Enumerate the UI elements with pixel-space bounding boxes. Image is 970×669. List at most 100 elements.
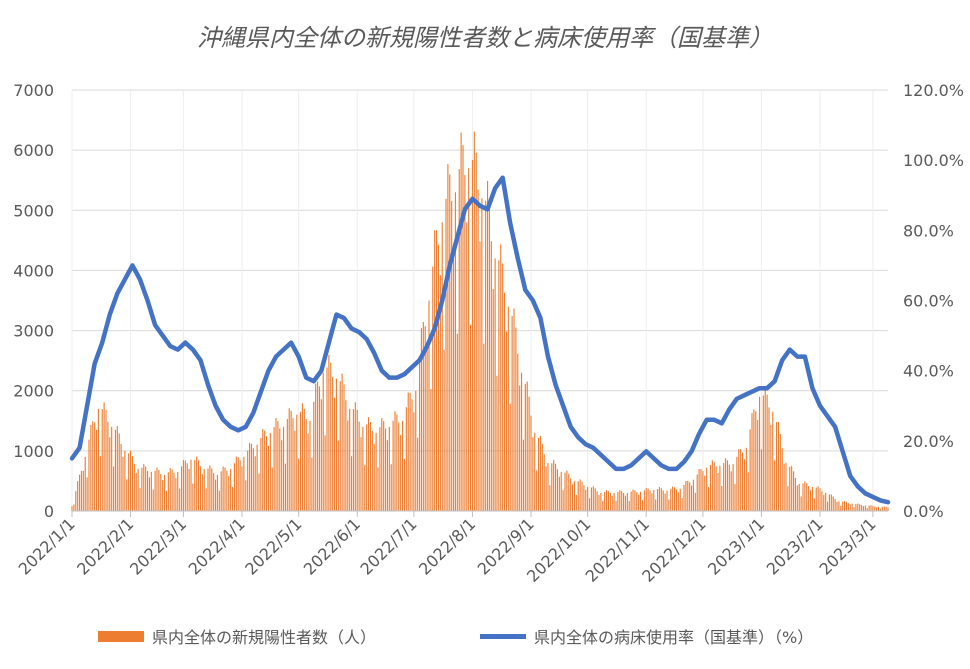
bar — [707, 487, 710, 511]
bar — [775, 422, 778, 511]
bar — [422, 321, 424, 511]
bar — [184, 460, 186, 511]
bar — [282, 426, 285, 511]
bar — [298, 458, 300, 511]
bar — [224, 467, 226, 511]
bar — [80, 470, 83, 511]
bar — [179, 488, 181, 511]
bar — [358, 421, 360, 511]
bar — [862, 506, 865, 511]
bar — [94, 422, 96, 511]
x-tick-label: 2023/2/1 — [763, 514, 827, 578]
bar — [662, 490, 664, 511]
bar — [611, 495, 613, 511]
bar — [345, 400, 347, 511]
bar — [851, 503, 853, 511]
bar — [515, 327, 517, 511]
bar — [235, 456, 237, 511]
bar — [730, 471, 732, 511]
bar — [868, 505, 870, 511]
bar — [887, 507, 889, 511]
bar — [723, 463, 725, 511]
bar — [418, 357, 421, 511]
bar — [301, 403, 304, 511]
bar — [207, 468, 209, 511]
bar — [645, 487, 647, 511]
bar — [553, 460, 555, 511]
bar — [685, 480, 687, 511]
bar — [92, 421, 94, 511]
bar — [318, 386, 321, 511]
bar — [71, 506, 73, 511]
bar — [677, 492, 679, 511]
bar — [196, 456, 198, 511]
bar — [672, 486, 674, 511]
bar — [209, 465, 211, 511]
bar — [152, 489, 154, 511]
x-tick-label: 2023/1/1 — [704, 514, 768, 578]
bar — [466, 222, 468, 511]
bar — [808, 486, 810, 511]
bar — [243, 456, 245, 511]
bar — [526, 381, 528, 511]
bar — [503, 292, 506, 511]
y-right-tick-label: 120.0% — [903, 81, 964, 100]
bar — [420, 328, 423, 511]
bar — [286, 418, 288, 511]
bar — [522, 439, 525, 511]
bar — [369, 422, 372, 511]
bar — [73, 504, 75, 511]
bar — [322, 372, 324, 511]
bar — [156, 467, 158, 511]
bar — [842, 501, 844, 511]
bar — [636, 492, 638, 511]
y-left-tick-label: 4000 — [13, 261, 54, 280]
bar — [182, 460, 185, 511]
bar — [885, 506, 887, 511]
bar — [303, 408, 305, 511]
bar — [401, 420, 404, 511]
y-left-tick-label: 1000 — [13, 442, 54, 461]
bar — [386, 440, 389, 511]
bar — [186, 463, 188, 511]
bar — [630, 491, 632, 511]
bar — [211, 468, 213, 511]
bar — [400, 435, 402, 511]
bar — [490, 241, 492, 512]
bar — [789, 466, 791, 511]
bar — [583, 485, 585, 511]
bar — [141, 467, 143, 511]
bar — [658, 487, 661, 511]
bar — [90, 425, 92, 511]
bar — [407, 392, 409, 511]
bar — [838, 501, 840, 511]
y-right-tick-label: 80.0% — [903, 221, 954, 240]
legend-label-cases: 県内全体の新規陽性者数（人） — [152, 628, 377, 647]
bar — [394, 411, 396, 511]
bar — [267, 446, 270, 511]
x-tick-label: 2022/2/1 — [73, 514, 137, 578]
bar — [655, 499, 657, 511]
y-left-tick-label: 2000 — [13, 382, 54, 401]
bar — [641, 500, 644, 511]
bar — [299, 411, 302, 511]
bar — [133, 463, 135, 511]
bar — [169, 468, 171, 511]
bar — [575, 494, 577, 511]
bar — [481, 198, 483, 511]
bar — [809, 490, 812, 511]
bar — [165, 490, 168, 511]
bar — [570, 478, 572, 511]
bar — [621, 491, 623, 511]
bar — [704, 475, 706, 511]
bar — [129, 450, 132, 511]
bar — [517, 353, 519, 511]
bar — [819, 488, 821, 511]
bar — [162, 479, 164, 511]
bar — [279, 428, 281, 511]
bar — [226, 470, 228, 511]
bar — [585, 489, 587, 511]
bar — [656, 489, 659, 511]
bar — [337, 440, 339, 511]
bar — [545, 466, 547, 511]
